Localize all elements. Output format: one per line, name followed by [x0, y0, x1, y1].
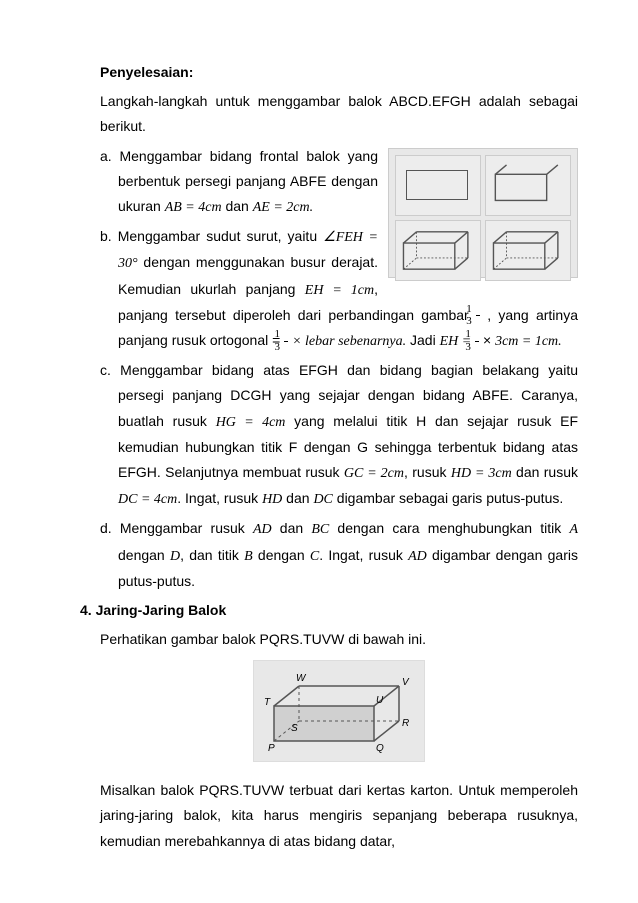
section-4-title: 4. Jaring-Jaring Balok: [80, 598, 578, 623]
step-d-mid2: dengan cara menghubungkan titik: [329, 520, 569, 536]
eq-gc: GC = 2cm: [344, 466, 404, 481]
heading-penyelesaian: Penyelesaian:: [100, 60, 578, 85]
frac-1-3-b: 13: [284, 329, 288, 353]
step-d-mid3: dengan: [118, 547, 170, 563]
eq-hd: HD = 3cm: [451, 466, 512, 481]
label-V: V: [402, 677, 410, 688]
step-c-mid5: dan: [282, 490, 313, 506]
eq-B: B: [244, 549, 253, 564]
step-d-mid4: , dan titik: [180, 547, 244, 563]
step-b-mid5: ×: [479, 332, 495, 348]
diagram-panel-a: [395, 155, 481, 216]
step-c-mid3: dan rusuk: [512, 464, 578, 480]
eq-ad2: AD: [408, 549, 427, 564]
step-d-pre: d. Menggambar rusuk: [100, 520, 253, 536]
eq-ae: AE = 2cm.: [253, 200, 313, 215]
step-c-mid6: digambar sebagai garis putus-putus.: [333, 490, 563, 506]
eq-D: D: [170, 549, 180, 564]
section-4-intro: Perhatikan gambar balok PQRS.TUVW di baw…: [100, 627, 578, 652]
eq-3cm: 3cm = 1cm.: [495, 334, 562, 349]
cuboid-svg: P Q R S T U V W: [254, 661, 424, 761]
page-body: Penyelesaian: Langkah-langkah untuk meng…: [0, 0, 638, 898]
diagram-panel-b: [485, 155, 571, 216]
eq-dc: DC = 4cm: [118, 492, 177, 507]
eq-dc2: DC: [313, 492, 332, 507]
step-a-mid: dan: [222, 198, 253, 214]
step-c-mid4: . Ingat, rusuk: [177, 490, 262, 506]
label-T: T: [264, 697, 271, 708]
intro-text: Langkah-langkah untuk menggambar balok A…: [100, 89, 578, 139]
label-P: P: [268, 743, 275, 754]
eq-eh: EH = 1cm: [305, 283, 374, 298]
four-panel-diagram: [388, 148, 578, 278]
step-b-mid4: Jadi: [406, 332, 439, 348]
eq-A: A: [569, 522, 578, 537]
label-U: U: [376, 695, 384, 706]
diagram-panel-c: [395, 220, 481, 281]
label-R: R: [402, 718, 409, 729]
step-c-mid2: , rusuk: [404, 464, 451, 480]
step-d-mid1: dan: [272, 520, 312, 536]
eq-hg: HG = 4cm: [216, 415, 286, 430]
section-4-body: Misalkan balok PQRS.TUVW terbuat dari ke…: [100, 778, 578, 854]
eq-lebar: × lebar sebenarnya.: [292, 334, 406, 349]
step-d-mid6: . Ingat, rusuk: [319, 547, 408, 563]
step-c: c. Menggambar bidang atas EFGH dan bidan…: [100, 358, 578, 512]
eq-C: C: [310, 549, 319, 564]
label-W: W: [296, 673, 307, 684]
step-b-pre: b. Menggambar sudut surut, yaitu: [100, 228, 323, 244]
step-d-mid5: dengan: [253, 547, 310, 563]
eq-bc: BC: [311, 522, 329, 537]
cuboid-figure: P Q R S T U V W: [100, 660, 578, 764]
diagram-panel-d: [485, 220, 571, 281]
label-S: S: [291, 723, 298, 734]
step-d: d. Menggambar rusuk AD dan BC dengan car…: [100, 516, 578, 594]
eq-hd2: HD: [262, 492, 282, 507]
eq-ad: AD: [253, 522, 272, 537]
label-Q: Q: [376, 743, 384, 754]
eq-ab: AB = 4cm: [165, 200, 222, 215]
